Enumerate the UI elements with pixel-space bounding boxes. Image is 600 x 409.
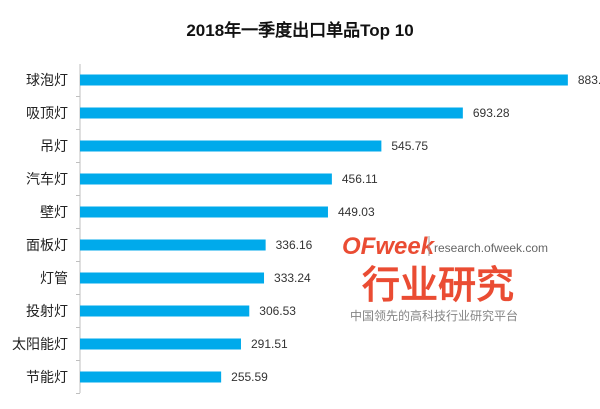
value-label: 255.59 (231, 370, 268, 384)
value-label: 333.24 (274, 271, 311, 285)
watermark-subtitle: 中国领先的高科技行业研究平台 (350, 308, 518, 323)
bar (80, 140, 382, 152)
category-label: 吊灯 (40, 138, 68, 154)
bar (80, 305, 250, 317)
value-label: 545.75 (391, 139, 428, 153)
bar (80, 338, 241, 350)
watermark-url: research.ofweek.com (434, 241, 548, 255)
watermark-brand: OFweek (342, 233, 436, 260)
category-label: 壁灯 (40, 204, 68, 220)
category-label: 汽车灯 (26, 171, 68, 187)
bar (80, 371, 222, 383)
category-label: 投射灯 (26, 303, 68, 319)
category-label: 节能灯 (26, 369, 68, 385)
category-label: 灯管 (40, 270, 68, 286)
value-label: 693.28 (473, 106, 510, 120)
bar (80, 239, 266, 251)
bar (80, 272, 265, 284)
category-label: 吸顶灯 (26, 105, 68, 121)
watermark: OFweek research.ofweek.com 行业研究中国领先的高科技行业研… (342, 233, 548, 323)
category-label: 球泡灯 (26, 72, 68, 88)
bar (80, 107, 463, 119)
bar (80, 74, 568, 86)
bar (80, 173, 332, 185)
category-label: 太阳能灯 (12, 336, 68, 352)
bar (80, 206, 328, 218)
watermark-title: 行业研究 (362, 265, 514, 307)
chart-title: 2018年一季度出口单品Top 10 (186, 21, 414, 40)
value-label: 456.11 (342, 172, 378, 186)
value-label: 291.51 (251, 337, 288, 351)
value-label: 336.16 (276, 238, 313, 252)
value-label: 883.44 (578, 73, 600, 87)
category-label: 面板灯 (26, 237, 68, 253)
value-label: 449.03 (338, 205, 375, 219)
value-label: 306.53 (259, 304, 296, 318)
